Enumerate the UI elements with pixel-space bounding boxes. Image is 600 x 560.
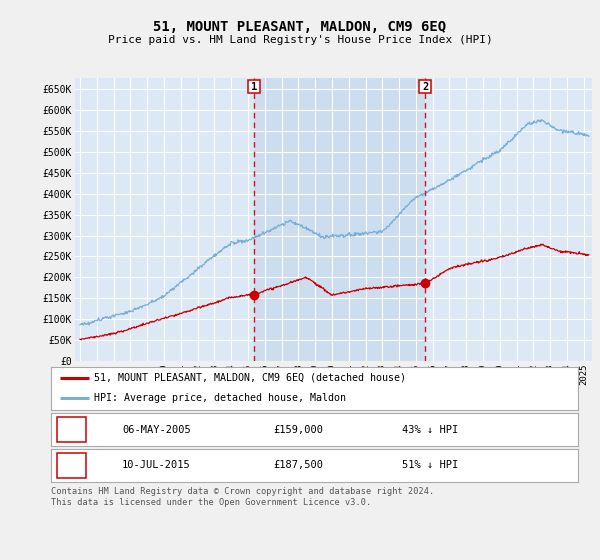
Text: 10-JUL-2015: 10-JUL-2015 xyxy=(122,460,191,470)
Text: 51% ↓ HPI: 51% ↓ HPI xyxy=(402,460,458,470)
Text: £159,000: £159,000 xyxy=(274,424,323,435)
Text: Price paid vs. HM Land Registry's House Price Index (HPI): Price paid vs. HM Land Registry's House … xyxy=(107,35,493,45)
Text: HPI: Average price, detached house, Maldon: HPI: Average price, detached house, Mald… xyxy=(94,393,346,403)
Text: 2: 2 xyxy=(68,460,74,470)
Text: 1: 1 xyxy=(68,424,74,435)
FancyBboxPatch shape xyxy=(248,80,260,94)
Text: Contains HM Land Registry data © Crown copyright and database right 2024.
This d: Contains HM Land Registry data © Crown c… xyxy=(51,487,434,507)
Text: £187,500: £187,500 xyxy=(274,460,323,470)
Text: 51, MOUNT PLEASANT, MALDON, CM9 6EQ (detached house): 51, MOUNT PLEASANT, MALDON, CM9 6EQ (det… xyxy=(94,372,406,382)
Text: 1: 1 xyxy=(251,82,257,92)
Text: 51, MOUNT PLEASANT, MALDON, CM9 6EQ: 51, MOUNT PLEASANT, MALDON, CM9 6EQ xyxy=(154,20,446,34)
FancyBboxPatch shape xyxy=(58,417,86,442)
Bar xyxy=(254,78,425,361)
FancyBboxPatch shape xyxy=(58,453,86,478)
Text: 06-MAY-2005: 06-MAY-2005 xyxy=(122,424,191,435)
Text: 43% ↓ HPI: 43% ↓ HPI xyxy=(402,424,458,435)
Text: 2: 2 xyxy=(422,82,428,92)
FancyBboxPatch shape xyxy=(419,80,431,94)
